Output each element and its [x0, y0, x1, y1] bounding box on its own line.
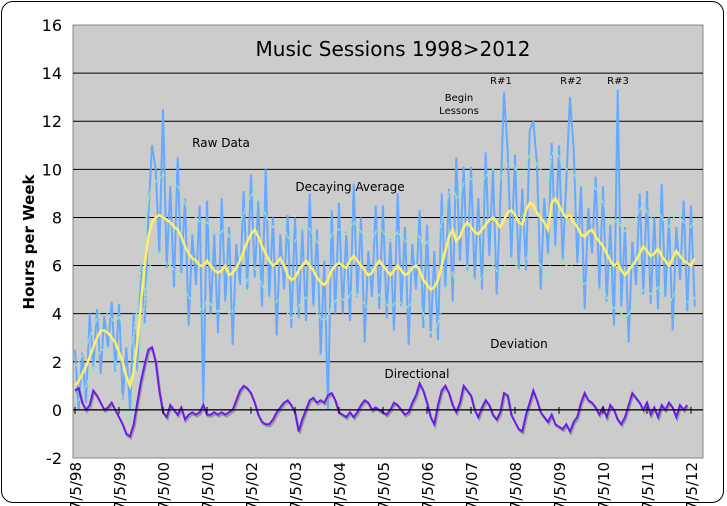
x-tick-label: 7/5/01: [199, 462, 217, 506]
x-tick-label: 7/5/04: [331, 462, 349, 506]
annotation-r2: R#2: [560, 76, 582, 87]
x-tick-label: 7/5/05: [375, 462, 393, 506]
y-tick-label: 12: [42, 112, 62, 131]
y-tick-label: 2: [52, 353, 62, 372]
x-tick-label: 7/5/03: [287, 462, 305, 506]
annotation-lessons: Lessons: [439, 106, 479, 117]
annotation-decaying-average: Decaying Average: [295, 180, 404, 194]
annotation-r1: R#1: [490, 76, 512, 87]
y-tick-label: 16: [42, 16, 62, 35]
x-tick-label: 7/5/12: [683, 462, 701, 506]
annotation-directional: Directional: [385, 367, 450, 381]
x-tick-label: 7/5/08: [507, 462, 525, 506]
annotation-begin: Begin: [445, 93, 473, 104]
x-tick-label: 7/5/00: [155, 462, 173, 506]
deviation-lower-line: [74, 244, 696, 425]
y-tick-label: -2: [46, 449, 62, 468]
deviation-upper-line: [74, 148, 696, 368]
x-tick-label: 7/5/11: [639, 462, 657, 506]
directional-line: [74, 345, 689, 438]
x-tick-label: 7/5/99: [111, 462, 129, 506]
x-tick-label: 7/5/02: [243, 462, 261, 506]
annotation-deviation: Deviation: [490, 337, 547, 351]
annotation-r3: R#3: [607, 76, 629, 87]
x-tick-label: 7/5/10: [595, 462, 613, 506]
x-tick-label: 7/5/09: [551, 462, 569, 506]
annotation-raw-data: Raw Data: [192, 136, 250, 150]
x-tick-label: 7/5/98: [67, 462, 85, 506]
y-tick-label: 4: [52, 305, 62, 324]
y-tick-label: 6: [52, 257, 62, 276]
y-tick-label: 14: [42, 64, 62, 83]
y-tick-label: 10: [42, 160, 62, 179]
decaying-average-line: [74, 195, 696, 390]
y-axis-label: Hours per Week: [20, 174, 38, 310]
x-tick-label: 7/5/07: [463, 462, 481, 506]
y-tick-label: 0: [52, 401, 62, 420]
raw-data-line: [74, 89, 696, 410]
y-tick-label: 8: [52, 208, 62, 227]
chart-title: Music Sessions 1998>2012: [256, 37, 531, 61]
x-tick-label: 7/5/06: [419, 462, 437, 506]
